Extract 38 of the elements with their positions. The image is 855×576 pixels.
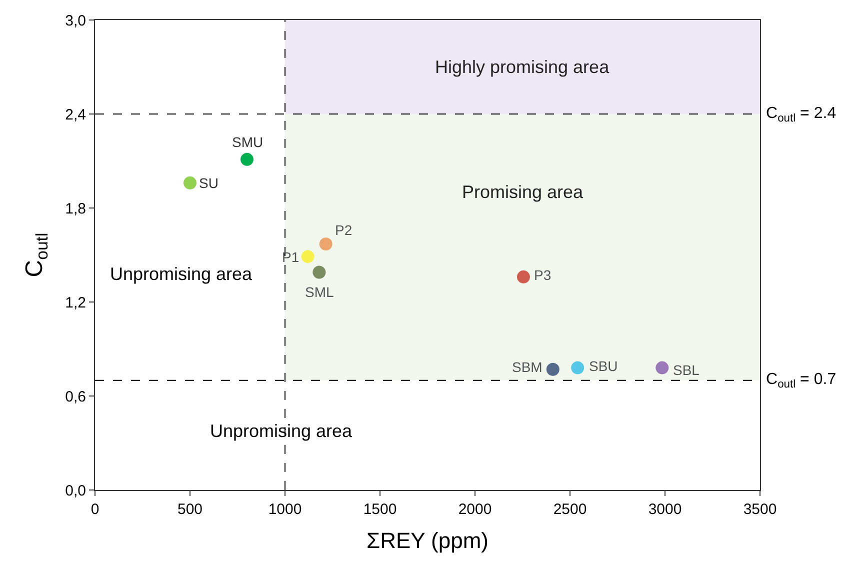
y-tick-label: 2,4 (65, 106, 86, 124)
x-tick-label: 2500 (553, 501, 587, 518)
point (516, 270, 530, 284)
point (546, 362, 560, 376)
series-label: SBU (589, 358, 618, 374)
point (301, 250, 314, 264)
band-label: Promising area (462, 182, 584, 202)
annotation: Unpromising area (110, 264, 254, 284)
series-label: P1 (282, 249, 300, 265)
point (184, 176, 196, 190)
x-tick-label: 1500 (363, 501, 397, 518)
x-axis-title: ΣREY (ppm) (366, 528, 488, 553)
y-tick-label: 0,0 (65, 482, 86, 500)
band-label: Highly promising area (435, 57, 610, 77)
y-tick-label: 3,0 (65, 12, 86, 30)
ref-line-label: C$_{outl}$ = 0.7 (766, 371, 836, 390)
y-tick-label: 0,6 (65, 388, 86, 406)
x-tick-label: 2000 (458, 501, 492, 518)
series-label: P3 (534, 267, 552, 283)
x-tick-label: 3500 (743, 501, 777, 518)
x-tick-label: 1000 (268, 501, 302, 518)
series-label: SMU (232, 134, 264, 150)
y-tick-label: 1,8 (65, 200, 86, 218)
x-tick-label: 500 (177, 501, 203, 518)
series-label: SBL (673, 362, 700, 378)
x-tick-label: 0 (90, 501, 100, 518)
ref-line-label: C$_{outl}$ = 2.4 (766, 105, 836, 124)
series-label: P2 (335, 222, 352, 238)
point (240, 152, 254, 166)
series-label: SBM (512, 359, 542, 375)
series-label: SU (199, 175, 218, 191)
point (656, 361, 669, 374)
point (571, 361, 584, 374)
series-label: SML (305, 284, 334, 300)
y-tick-label: 1,2 (65, 294, 86, 312)
point (312, 266, 326, 279)
x-tick-label: 3000 (648, 501, 682, 518)
point (319, 238, 332, 251)
